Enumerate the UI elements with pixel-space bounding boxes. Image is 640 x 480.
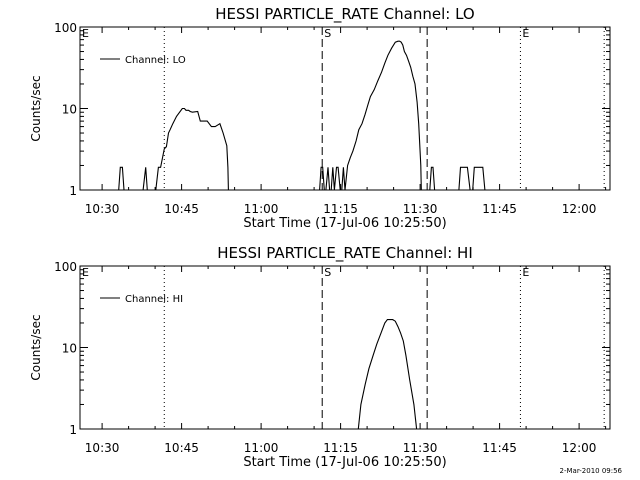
legend-label: Channel: HI [125, 294, 183, 305]
series-line [357, 319, 418, 429]
x-tick-label: 11:15 [323, 441, 358, 455]
y-tick-label: 1 [69, 184, 77, 198]
x-tick-label: 10:45 [164, 202, 199, 216]
y-tick-label: 100 [54, 21, 77, 35]
y-tick-label: 1 [69, 423, 77, 437]
event-marker-label: S [324, 27, 331, 40]
x-axis-label: Start Time (17-Jul-06 10:25:50) [243, 455, 446, 470]
x-tick-label: 11:00 [244, 441, 279, 455]
x-tick-label: 10:30 [85, 441, 120, 455]
event-marker-label: E [522, 27, 529, 40]
x-tick-label: 11:00 [244, 202, 279, 216]
y-tick-label: 10 [62, 342, 77, 356]
series-line [116, 40, 486, 190]
x-tick-label: 11:45 [482, 441, 517, 455]
event-marker-label: E [82, 266, 89, 279]
hi-channel-chart: HESSI PARTICLE_RATE Channel: HI E S E 10:30 1… [29, 244, 611, 470]
y-tick-label: 10 [62, 103, 77, 117]
plot-frame [79, 265, 611, 430]
x-tick-label: 12:00 [562, 441, 597, 455]
plot-frame [79, 26, 611, 191]
x-tick-label: 12:00 [562, 202, 597, 216]
x-tick-label: 11:30 [403, 202, 438, 216]
x-tick-label: 10:45 [164, 441, 199, 455]
y-tick-label: 100 [54, 260, 77, 274]
x-tick-label: 10:30 [85, 202, 120, 216]
chart-title: HESSI PARTICLE_RATE Channel: HI [217, 244, 473, 263]
date-stamp: 2-Mar-2010 09:56 [560, 467, 623, 475]
y-axis-label: Counts/sec [29, 75, 43, 141]
event-marker-label: E [522, 266, 529, 279]
event-marker-label: E [82, 27, 89, 40]
x-axis-label: Start Time (17-Jul-06 10:25:50) [243, 216, 446, 231]
chart-title: HESSI PARTICLE_RATE Channel: LO [215, 5, 474, 24]
event-marker-label: S [324, 266, 331, 279]
y-axis-label: Counts/sec [29, 314, 43, 380]
lo-channel-chart: HESSI PARTICLE_RATE Channel: LO E S E 10:30 1… [29, 5, 611, 231]
x-tick-label: 11:45 [482, 202, 517, 216]
legend-label: Channel: LO [125, 55, 186, 66]
x-tick-label: 11:30 [403, 441, 438, 455]
x-tick-label: 11:15 [323, 202, 358, 216]
